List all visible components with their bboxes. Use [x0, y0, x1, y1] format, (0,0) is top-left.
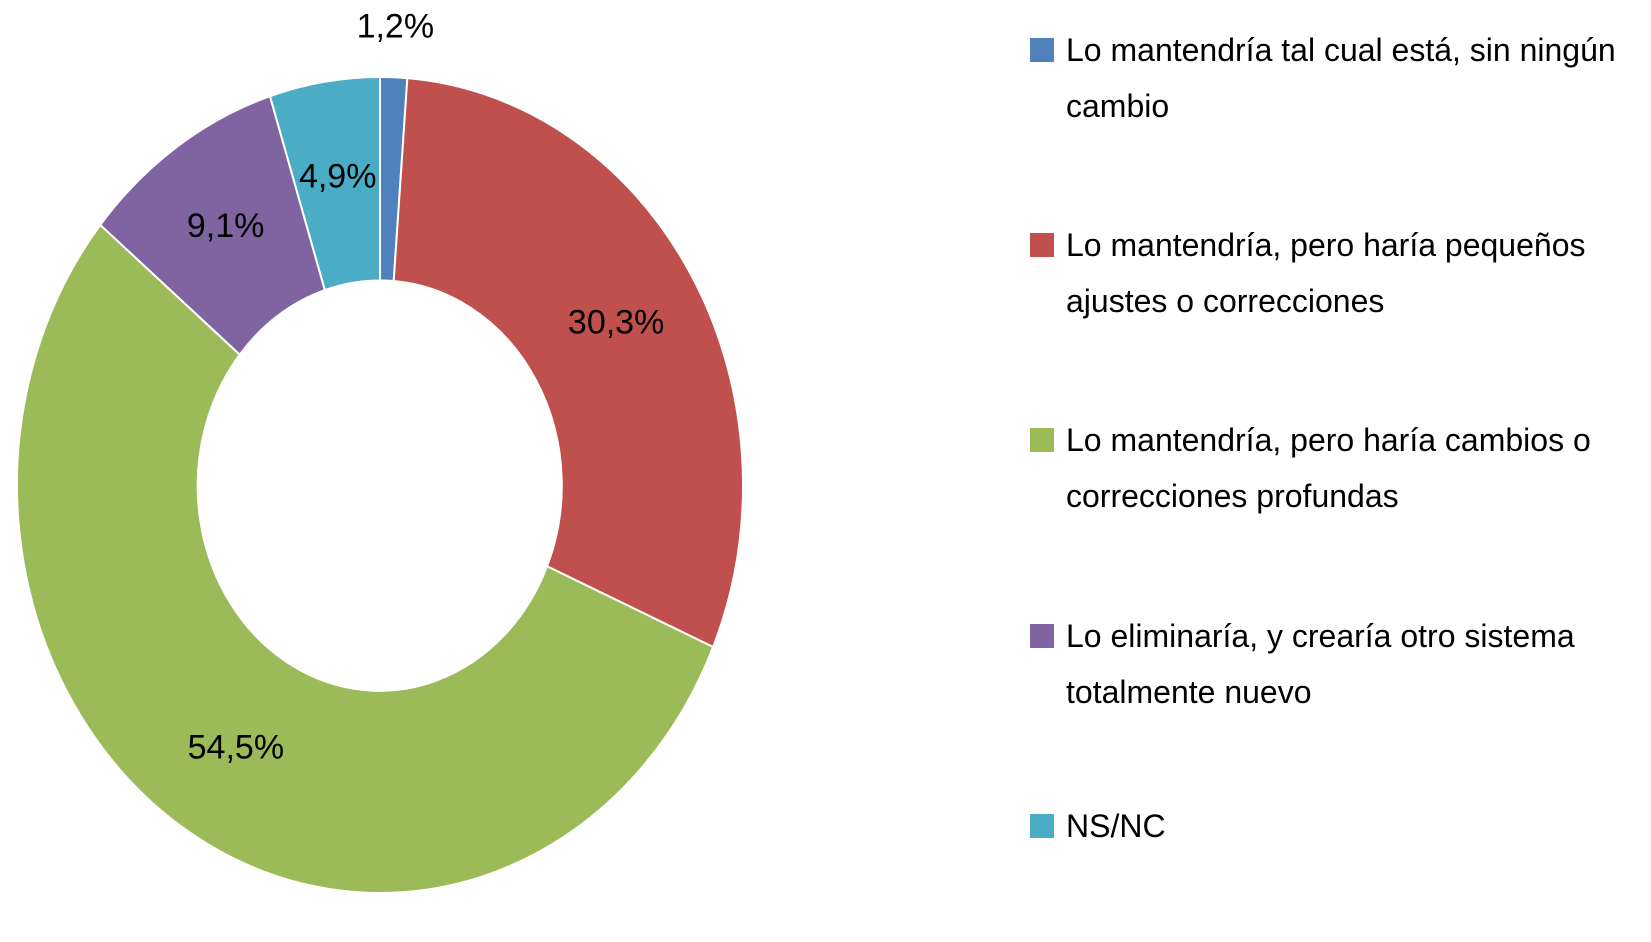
legend-label: Lo eliminaría, y crearía otro sistema to… [1066, 618, 1575, 710]
legend-swatch [1030, 428, 1054, 452]
data-label: 1,2% [357, 7, 435, 45]
data-label: 54,5% [188, 728, 284, 766]
legend-item: NS/NC [1030, 798, 1645, 854]
legend-item: Lo mantendría, pero haría pequeños ajust… [1030, 217, 1645, 329]
legend-label: Lo mantendría, pero haría cambios o corr… [1066, 422, 1591, 514]
chart: 1,2% 30,3% 54,5% 9,1% 4,9% [16, 7, 744, 894]
data-label: 9,1% [187, 207, 265, 245]
data-label: 30,3% [568, 304, 664, 342]
legend-item: Lo eliminaría, y crearía otro sistema to… [1030, 608, 1645, 720]
data-label: 4,9% [299, 158, 377, 196]
legend-label: Lo mantendría, pero haría pequeños ajust… [1066, 227, 1586, 319]
legend-swatch [1030, 38, 1054, 62]
donut-slice [268, 75, 381, 292]
legend-swatch [1030, 814, 1054, 838]
legend-swatch [1030, 233, 1054, 257]
legend-swatch [1030, 624, 1054, 648]
legend-label: NS/NC [1066, 808, 1166, 844]
legend-item: Lo mantendría, pero haría cambios o corr… [1030, 412, 1645, 524]
legend-item: Lo mantendría tal cual está, sin ningún … [1030, 22, 1645, 134]
donut-slice [392, 77, 744, 649]
legend-label: Lo mantendría tal cual está, sin ningún … [1066, 32, 1616, 124]
donut-slice [16, 223, 715, 894]
